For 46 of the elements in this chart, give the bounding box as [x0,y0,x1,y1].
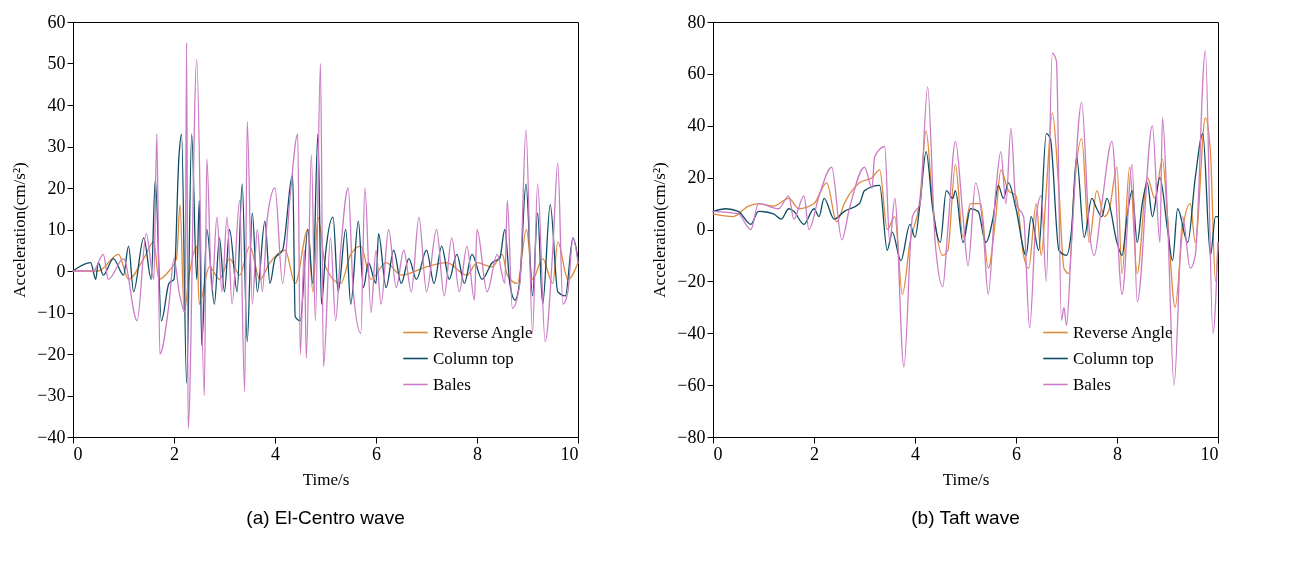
text: (b) Taft wave [911,507,1020,528]
legend-label: Column top [433,348,514,368]
x-tick-label: 10 [1200,443,1219,464]
legend-label: Bales [433,374,471,394]
y-tick-label: 50 [47,53,66,73]
y-tick-label: 0 [56,260,66,281]
x-axis-title: Time/s [302,469,350,489]
x-tick-label: 6 [1012,443,1021,464]
y-tick-label: 0 [696,219,706,239]
y-tick-label: 80 [687,11,706,32]
x-tick-label: 10 [560,443,579,464]
line-series [712,132,1219,262]
y-tick-label: −80 [677,426,706,447]
y-tick-label: 60 [47,11,66,32]
y-axis-title: Acceleration(cm/s²) [10,162,30,298]
x-tick-label: 8 [473,443,482,464]
y-tick-label: −10 [37,302,66,322]
y-tick-label: 40 [687,115,706,136]
x-tick-label: 8 [1113,443,1122,464]
y-tick-label: 30 [47,136,66,156]
legend-label: Reverse Angle [1073,322,1173,342]
x-tick-label: 2 [810,443,819,464]
x-tick-label: 4 [271,443,280,464]
y-tick-label: 60 [687,63,706,84]
legend-label: Reverse Angle [433,322,533,342]
x-tick-label: 0 [73,443,83,464]
y-axis-title: Acceleration(cm/s²) [650,162,670,298]
y-tick-label: 10 [47,219,66,239]
x-tick-label: 4 [911,443,920,464]
y-tick-label: −20 [37,343,66,364]
text: (a) El-Centro wave [246,507,405,528]
y-tick-label: 20 [47,177,66,198]
legend-label: Bales [1073,374,1111,394]
y-tick-label: −60 [677,374,706,395]
legend-label: Column top [1073,348,1154,368]
y-tick-label: 20 [687,167,706,188]
line-series [72,42,579,430]
y-tick-label: 40 [47,94,66,115]
x-tick-label: 6 [372,443,381,464]
x-axis-title: Time/s [942,469,990,489]
y-tick-label: −40 [37,426,66,447]
y-tick-label: −20 [677,270,706,291]
x-tick-label: 0 [713,443,723,464]
x-tick-label: 2 [170,443,179,464]
y-tick-label: −30 [37,385,66,405]
y-tick-label: −40 [677,322,706,343]
